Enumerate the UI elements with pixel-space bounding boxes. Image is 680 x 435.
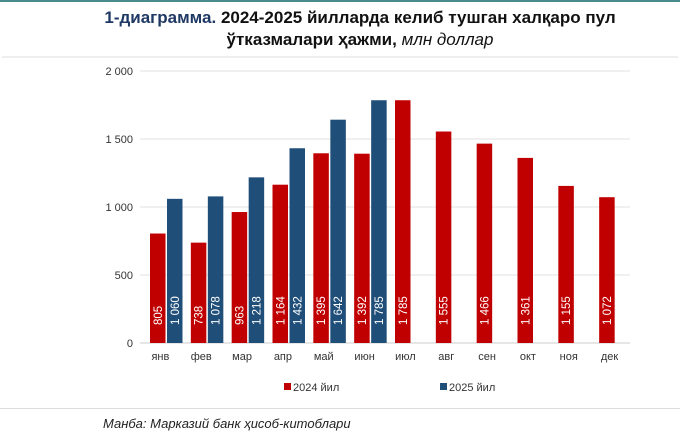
bar-2025 [248, 177, 265, 343]
x-tick-label: мар [232, 351, 252, 363]
data-label: 1 642 [333, 296, 345, 325]
legend-swatch [284, 383, 291, 390]
bar-2025 [167, 198, 183, 343]
x-tick-label: янв [151, 351, 169, 363]
data-label: 1 432 [292, 296, 304, 325]
top-border [0, 0, 680, 2]
title-divider [2, 56, 678, 58]
data-label: 805 [153, 306, 165, 325]
bar-2024 [150, 233, 166, 343]
legend-label: 2025 йил [449, 382, 495, 394]
x-tick-label: дек [601, 351, 619, 363]
y-tick-label: 500 [115, 270, 133, 282]
bar-2025 [289, 148, 305, 343]
y-tick-label: 0 [127, 338, 133, 350]
x-tick-label: апр [274, 351, 292, 363]
chart-title: 1-диаграмма. 2024-2025 йилларда келиб ту… [60, 7, 660, 51]
bar-2025 [207, 196, 224, 343]
title-unit: млн доллар [401, 30, 494, 49]
data-label: 1 164 [275, 296, 287, 325]
data-label: 1 392 [357, 296, 369, 325]
bar-2024 [272, 184, 288, 343]
x-tick-label: фев [191, 351, 212, 363]
data-label: 1 072 [602, 296, 614, 325]
y-tick-label: 1 000 [105, 202, 133, 214]
bar-chart: 0 500 1 000 1 500 2 000 янв 805 1 060 фев 738 1 07… [105, 66, 630, 394]
bar-2024 [395, 100, 411, 344]
x-tick-label: июл [395, 351, 416, 363]
data-label: 1 785 [398, 296, 410, 325]
data-label: 1 785 [374, 296, 386, 325]
source-divider [0, 408, 680, 409]
y-tick-label: 1 500 [105, 134, 133, 146]
x-tick-label: ноя [560, 351, 578, 363]
legend-swatch [440, 383, 447, 390]
data-label: 1 218 [251, 296, 263, 325]
bar-2024 [476, 143, 493, 343]
data-label: 1 361 [520, 296, 532, 325]
x-tick-label: май [314, 351, 334, 363]
x-tick-label: июн [354, 351, 374, 363]
data-label: 1 078 [211, 296, 223, 325]
data-label: 738 [194, 306, 206, 325]
bar-2025 [371, 100, 387, 344]
x-tick-label: авг [438, 351, 454, 363]
data-label: 1 060 [170, 296, 182, 325]
source-note: Манба: Марказий банк ҳисоб-китоблари [103, 416, 351, 431]
title-number: 1-диаграмма. [104, 8, 217, 27]
data-label: 1 555 [439, 296, 451, 325]
title-text: 2024-2025 йилларда келиб тушган халқаро … [220, 8, 616, 49]
data-label: 1 155 [561, 296, 573, 325]
bar-2025 [330, 119, 346, 343]
bar-2024 [599, 197, 615, 343]
data-label: 1 466 [479, 296, 491, 325]
bar-2024 [517, 157, 533, 343]
x-tick-label: сен [478, 351, 496, 363]
bar-2024 [313, 153, 329, 343]
legend-label: 2024 йил [293, 382, 339, 394]
bar-2024 [435, 131, 452, 343]
x-tick-label: окт [520, 351, 536, 363]
bar-2024 [558, 185, 574, 343]
data-label: 963 [234, 306, 246, 325]
y-tick-label: 2 000 [105, 66, 133, 78]
bar-2024 [190, 242, 207, 343]
data-label: 1 395 [316, 296, 328, 325]
bar-2024 [231, 212, 248, 343]
bar-2024 [354, 153, 370, 343]
